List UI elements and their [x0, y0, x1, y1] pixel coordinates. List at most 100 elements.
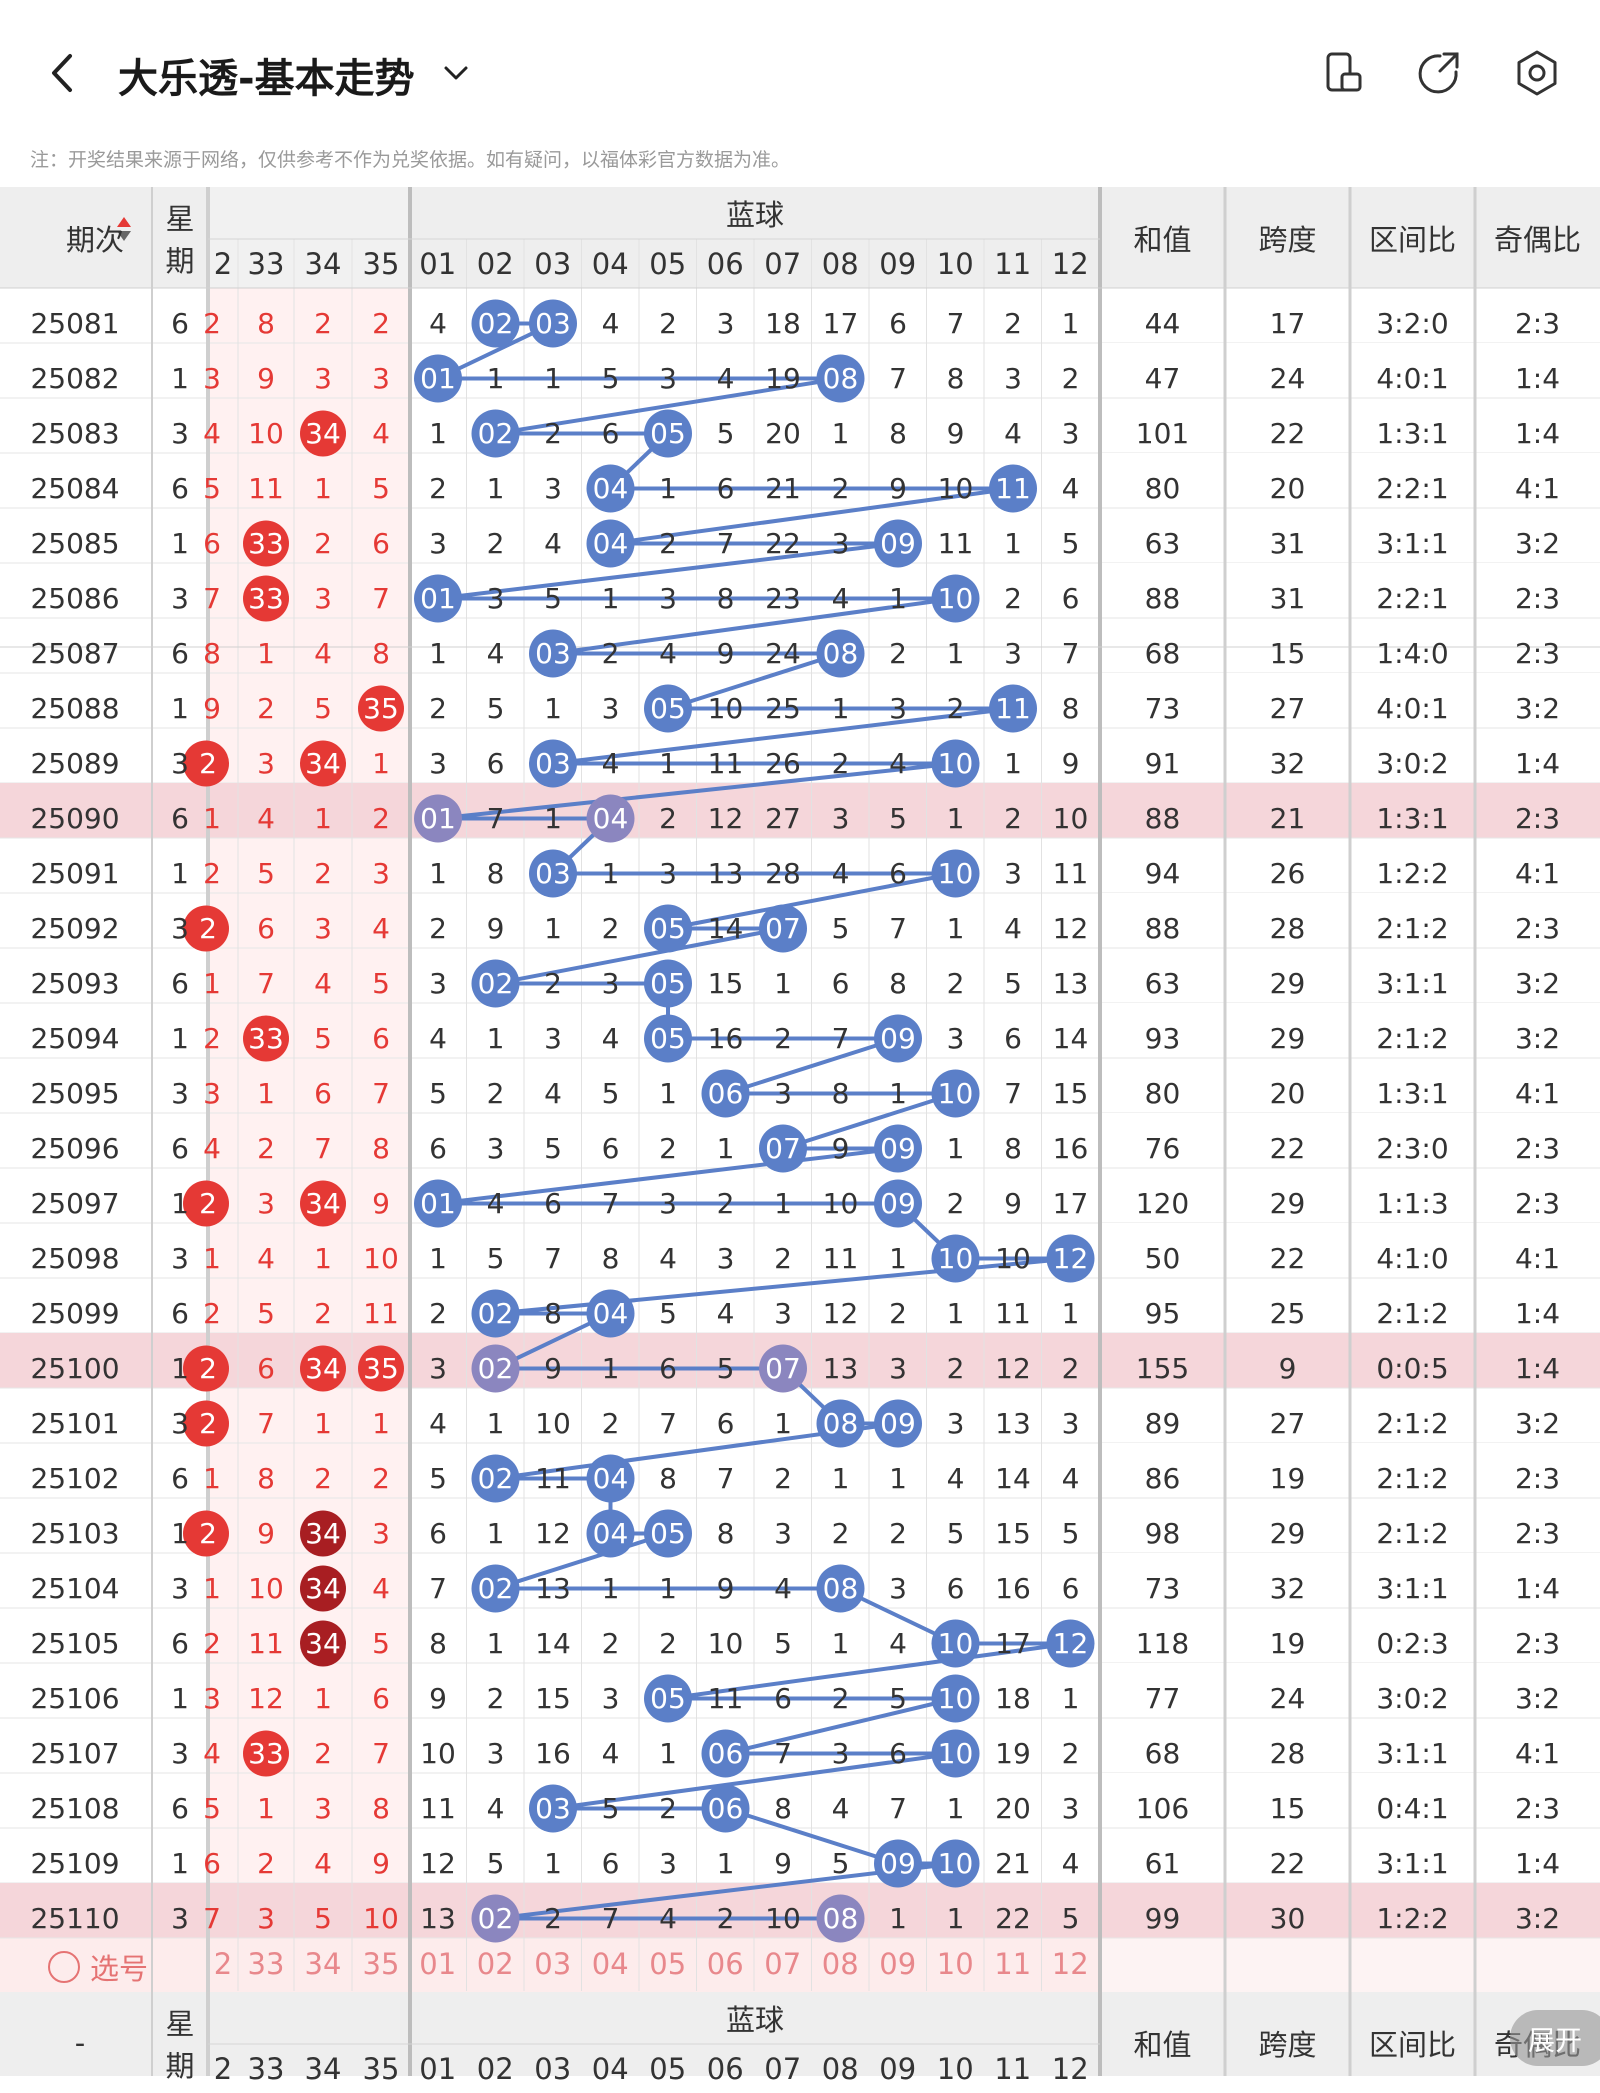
footer-blue-group-header: 蓝球 [725, 2003, 784, 2037]
blue-miss-cell: 2 [544, 967, 562, 1000]
blue-ball [471, 1344, 520, 1393]
back-arrow-icon[interactable] [34, 44, 92, 102]
blue-col-header: 03 [534, 246, 572, 281]
blue-miss-cell: 4 [659, 1902, 677, 1935]
blue-miss-cell: 3 [1004, 362, 1022, 395]
blue-miss-cell: 2 [429, 692, 447, 725]
blue-ball-number: 10 [937, 1627, 974, 1660]
blue-miss-cell: 10 [707, 692, 744, 725]
blue-miss-cell: 2 [946, 967, 965, 1000]
settings-icon[interactable] [1508, 44, 1566, 102]
red-ball-number: 2 [199, 1517, 217, 1550]
front-miss-cell: 6 [257, 1352, 275, 1385]
sum-cell: 80 [1144, 1077, 1181, 1110]
blue-ball [471, 1454, 520, 1503]
span-cell: 22 [1269, 417, 1306, 450]
front-miss-cell: 3 [372, 857, 390, 890]
chevron-down-icon[interactable] [436, 48, 476, 98]
front-miss-cell: 5 [372, 472, 390, 505]
blue-ball [989, 684, 1037, 733]
front-miss-cell: 6 [372, 527, 390, 560]
blue-ball [931, 574, 980, 623]
red-ball-number: 34 [305, 1572, 341, 1605]
front-miss-cell: 5 [203, 472, 221, 505]
weekday-cell: 6 [171, 1627, 189, 1660]
blue-miss-cell: 4 [946, 1462, 965, 1495]
front-miss-cell: 7 [372, 1077, 390, 1110]
blue-ball [874, 1179, 922, 1228]
blue-ball-number: 02 [477, 967, 514, 1000]
sort-arrow-icon[interactable] [117, 217, 131, 241]
blue-miss-cell: 3 [889, 1572, 907, 1605]
period-cell: 25108 [30, 1792, 120, 1825]
blue-miss-cell: 1 [1061, 1682, 1080, 1715]
front-miss-cell: 3 [203, 362, 221, 395]
blue-miss-cell: 1 [544, 912, 562, 945]
blue-miss-cell: 9 [946, 417, 965, 450]
phone-rotate-icon[interactable] [1314, 44, 1372, 102]
blue-miss-cell: 5 [1004, 967, 1022, 1000]
sum-cell: 106 [1135, 1792, 1190, 1825]
front-miss-cell: 3 [203, 1682, 221, 1715]
period-cell: 25086 [30, 582, 120, 615]
blue-miss-cell: 11 [535, 1462, 571, 1495]
page-title[interactable]: 大乐透-基本走势 [118, 56, 415, 102]
weekday-cell: 6 [171, 637, 189, 670]
front-miss-cell: 2 [203, 1022, 221, 1055]
red-ball [183, 740, 229, 787]
blue-miss-cell: 4 [544, 527, 562, 560]
sum-cell: 155 [1135, 1352, 1190, 1385]
span-cell: 28 [1269, 1737, 1306, 1770]
blue-group-header: 蓝球 [725, 198, 784, 232]
footer-front-col-header: 34 [304, 2051, 342, 2086]
front-miss-cell: 7 [372, 582, 390, 615]
blue-ball-number: 04 [592, 527, 629, 560]
footer-blue-col-header: 05 [649, 2051, 687, 2086]
blue-miss-cell: 10 [995, 1242, 1031, 1275]
blue-miss-cell: 5 [544, 1132, 562, 1165]
blue-ball [701, 1784, 750, 1833]
blue-miss-cell: 1 [889, 1242, 907, 1275]
red-ball-number: 2 [199, 1187, 217, 1220]
blue-miss-cell: 1 [774, 1187, 792, 1220]
blue-miss-cell: 5 [1061, 1517, 1080, 1550]
blue-miss-cell: 14 [1052, 1022, 1089, 1055]
blue-miss-cell: 10 [707, 1627, 744, 1660]
zone-cell: 3:1:1 [1376, 1847, 1449, 1880]
blue-col-header: 01 [419, 246, 457, 281]
blue-ball-number: 06 [707, 1077, 744, 1110]
period-cell: 25092 [30, 912, 120, 945]
red-ball-number: 34 [305, 1352, 341, 1385]
red-ball-number: 2 [199, 1352, 217, 1385]
blue-miss-cell: 9 [1004, 1187, 1022, 1220]
select-number-toggle[interactable]: 选号 [48, 1946, 148, 1988]
blue-miss-cell: 7 [601, 1902, 620, 1935]
blue-miss-cell: 2 [774, 1242, 792, 1275]
weekday-cell: 6 [171, 307, 189, 340]
blue-ball-number: 02 [477, 1462, 514, 1495]
zone-cell: 4:0:1 [1376, 692, 1449, 725]
blue-ball-number: 05 [650, 912, 686, 945]
blue-miss-cell: 18 [995, 1682, 1031, 1715]
blue-miss-cell: 7 [429, 1572, 447, 1605]
blue-ball [414, 794, 462, 843]
select-circle-icon[interactable] [48, 1951, 80, 1983]
sum-cell: 89 [1144, 1407, 1181, 1440]
zone-cell: 1:4:0 [1376, 637, 1449, 670]
share-icon[interactable] [1410, 44, 1468, 102]
front-miss-cell: 3 [257, 1902, 275, 1935]
span-cell: 30 [1269, 1902, 1306, 1935]
blue-miss-cell: 3 [659, 362, 677, 395]
blue-miss-cell: 5 [429, 1077, 447, 1110]
blue-miss-cell: 1 [429, 637, 447, 670]
expand-button[interactable]: 展开 [1510, 2010, 1600, 2066]
blue-miss-cell: 1 [544, 1847, 562, 1880]
blue-ball-number: 07 [765, 1352, 801, 1385]
span-cell: 29 [1269, 1022, 1306, 1055]
footer-front-col-header: 2 [213, 2051, 233, 2086]
oddeven-cell: 2:3 [1514, 802, 1561, 835]
front-miss-cell: 3 [372, 1517, 390, 1550]
blue-ball [931, 739, 980, 788]
span-cell: 27 [1269, 692, 1306, 725]
blue-miss-cell: 13 [995, 1407, 1031, 1440]
